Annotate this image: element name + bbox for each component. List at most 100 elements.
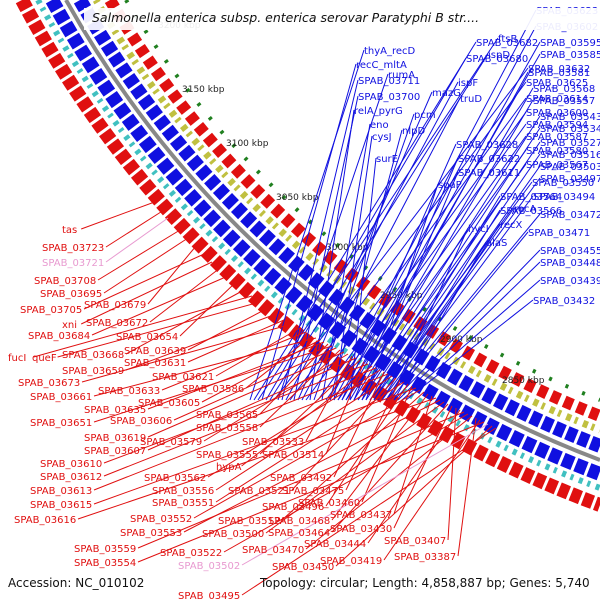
leader-line [345,149,527,401]
gene-label: SPAB_03432 [533,296,595,307]
leader-line [137,421,485,563]
leader-line [457,417,477,557]
leader-line [77,397,437,520]
gene-label: SPAB_03661 [30,392,92,403]
gene-label: nlpD [402,126,425,137]
leader-line [385,223,501,401]
gene-label: recA [514,204,537,215]
gene-label: SPAB_03565 [196,410,258,421]
gene-label: SPAB_03611 [458,168,520,179]
gene-label: SPAB_03503 [540,162,600,173]
gene-label: SPAB_03684 [28,331,90,342]
gene-label: SPAB_03550 [532,178,594,189]
backbone-ring [64,0,600,462]
leader-line [361,171,459,401]
leader-line [381,195,534,401]
gene-label: SPAB_03581 [528,68,590,79]
gene-label: SPAB_03464 [268,528,330,539]
leader-line [103,363,369,464]
gene-label: SPAB_03587 [526,132,588,143]
gene-label: SPAB_03619 [84,433,146,444]
gene-label: SPAB_03455 [540,246,600,257]
tick-ring [124,0,600,402]
leader-line [389,227,469,401]
gene-label: SPAB_03711 [358,76,420,87]
gene-label: SPAB_03679 [84,300,146,311]
gene-label: ftsB [498,34,517,45]
gene-label: fucI [8,353,26,364]
leader-line [83,253,205,310]
gene-label: SPAB_03437 [330,510,392,521]
leader-line [397,261,541,401]
gene-label: SPAB_03705 [20,305,82,316]
kbp-tick-label: 3100 kbp [226,139,269,149]
leader-line [281,391,425,521]
leader-line [357,115,541,401]
gene-label: SPAB_03564 [500,192,562,203]
gene-label: SPAB_03552 [130,514,192,525]
gene-label: SPAB_03514 [262,450,324,461]
leader-line [377,207,515,401]
title-background [84,8,600,30]
gene-label: SPAB_03628 [456,140,518,151]
gene-label: surE [376,154,398,165]
gene-label: spaP [438,180,462,191]
leader-line [93,373,389,491]
gene-label: SPAB_03557 [533,96,595,107]
gene-label: SPAB_03407 [384,536,446,547]
leader-line [401,279,541,401]
leader-line [93,345,333,423]
gene-label: SPAB_03595 [540,38,600,49]
gene-label: SPAB_03543 [540,112,600,123]
gene-label: SPAB_03625 [526,78,588,89]
leader-line [215,381,405,503]
gene-label: SPAB_03654 [116,332,178,343]
feature-rings [15,0,600,512]
gene-label: SPAB_03516 [540,150,600,161]
color-feature-ring-outer [35,0,600,491]
gene-label: SPAB_03613 [30,486,92,497]
leader-line [365,183,439,401]
leader-line [241,423,489,566]
gene-label: SPAB_03632 [528,64,590,75]
kbp-tick-label: 2900 kbp [440,335,483,345]
leader-line [321,123,371,401]
gene-label: SPAB_03492 [270,473,332,484]
leader-line [367,409,461,544]
gene-label: SPAB_03439 [540,276,600,287]
leader-line [103,367,377,477]
leader-line [381,209,501,401]
leader-line [353,99,534,401]
gene-label: truD [460,94,482,105]
leader-line [357,163,527,401]
gene-label: SPAB_03533 [242,437,304,448]
leader-line [259,349,341,428]
gene-label: SPAB_03470 [242,545,304,556]
gene-label: ispD [488,50,510,61]
gene-label: SPAB_03633 [98,386,160,397]
gene-label: hypA [216,462,242,473]
leader-line [337,41,541,401]
gene-label: SPAB_03387 [394,552,456,563]
leader-line [80,261,213,325]
gene-label: SPAB_03621 [152,372,214,383]
gene-label: SPAB_03522 [160,548,222,559]
gene-label: SPAB_03614 [526,94,588,105]
gene-label: SPAB_03562 [144,473,206,484]
gene-label: SPAB_03527 [540,138,600,149]
leader-line [331,403,449,533]
gene-label: tas [62,225,77,236]
gene-label: SPAB_03502 [178,561,240,572]
leader-line [81,199,161,230]
leader-line [207,369,381,478]
gene-label: SPAB_03700 [358,92,420,103]
gene-label: SPAB_03682 [476,38,538,49]
reverse-arrow-ring [15,0,600,512]
leader-line [369,153,541,401]
leader-line [335,425,493,567]
gene-label: SPAB_03721 [42,258,104,269]
gene-label: SPAB_03555 [196,450,258,461]
leader-line [97,229,181,281]
gene-label: SPAB_03471 [528,228,590,239]
leader-line [349,157,377,401]
